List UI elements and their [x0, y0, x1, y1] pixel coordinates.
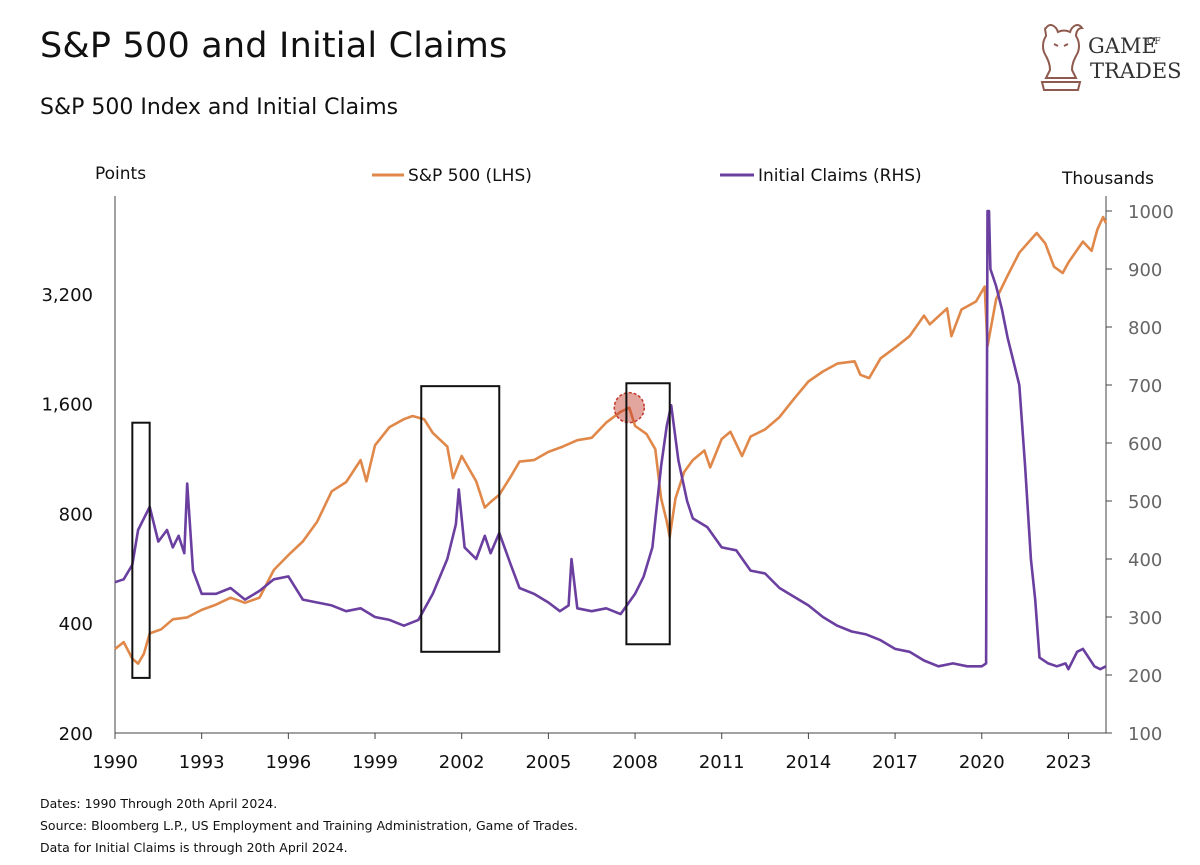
series-line-sp500	[114, 215, 1108, 665]
x-tick-label: 1999	[352, 752, 398, 773]
right-tick-label: 500	[1128, 492, 1162, 513]
right-tick-label: 600	[1128, 434, 1162, 455]
footer-source: Source: Bloomberg L.P., US Employment an…	[40, 818, 578, 833]
right-tick-label: 100	[1128, 724, 1162, 745]
series-layer	[114, 209, 1108, 671]
right-tick-label: 900	[1128, 260, 1162, 281]
x-tick-label: 2008	[612, 752, 658, 773]
x-tick-label: 2020	[959, 752, 1005, 773]
right-tick-label: 1000	[1128, 202, 1174, 223]
right-tick-label: 300	[1128, 608, 1162, 629]
game-of-trades-logo: GAME OF TRADES	[1036, 20, 1182, 92]
right-tick-label: 400	[1128, 550, 1162, 571]
x-axis-ticks: 1990 1993 1996 1999 2002 2005 2008 2011 2014 2017…	[92, 733, 1091, 773]
series-line-claims	[114, 209, 1107, 671]
x-tick-label: 2002	[439, 752, 485, 773]
footer-note: Data for Initial Claims is through 20th …	[40, 840, 348, 855]
x-tick-label: 1996	[265, 752, 311, 773]
x-tick-label: 1993	[179, 752, 225, 773]
left-axis-ticks: 200 400 800 1,600 3,200	[41, 285, 93, 745]
left-tick-label: 800	[59, 504, 93, 525]
right-tick-label: 800	[1128, 318, 1162, 339]
left-tick-label: 400	[59, 614, 93, 635]
legend-label-sp500: S&P 500 (LHS)	[408, 166, 532, 186]
legend-label-claims: Initial Claims (RHS)	[758, 166, 922, 186]
peak-highlight-marker	[613, 391, 646, 424]
x-tick-label: 2011	[699, 752, 745, 773]
left-tick-label: 1,600	[41, 395, 93, 416]
sp500-claims-chart: Points Thousands S&P 500 (LHS) Initial C…	[41, 164, 1174, 773]
right-tick-label: 700	[1128, 376, 1162, 397]
right-axis-unit: Thousands	[1061, 169, 1154, 189]
x-tick-label: 2014	[786, 752, 832, 773]
x-tick-label: 2017	[872, 752, 918, 773]
left-axis-unit: Points	[95, 164, 146, 184]
left-tick-label: 3,200	[41, 285, 93, 306]
highlight-boxes	[131, 382, 671, 679]
left-tick-label: 200	[59, 724, 93, 745]
highlight-box	[625, 382, 671, 646]
bull-knight-icon	[1040, 24, 1084, 91]
logo-text-of: OF	[1147, 37, 1161, 47]
footer-dates: Dates: 1990 Through 20th April 2024.	[40, 796, 278, 811]
right-axis-ticks: 100 200 300 400 500 600 700 800 900 1000	[1106, 202, 1174, 745]
highlight-box	[420, 385, 501, 653]
right-tick-label: 200	[1128, 666, 1162, 687]
x-tick-label: 1990	[92, 752, 138, 773]
x-tick-label: 2023	[1046, 752, 1092, 773]
highlight-box	[131, 421, 151, 679]
page-subtitle: S&P 500 Index and Initial Claims	[40, 95, 399, 120]
x-tick-label: 2005	[525, 752, 571, 773]
logo-text-trades: TRADES	[1090, 59, 1182, 83]
page-title: S&P 500 and Initial Claims	[40, 26, 508, 66]
logo-text-game: GAME	[1088, 34, 1157, 58]
